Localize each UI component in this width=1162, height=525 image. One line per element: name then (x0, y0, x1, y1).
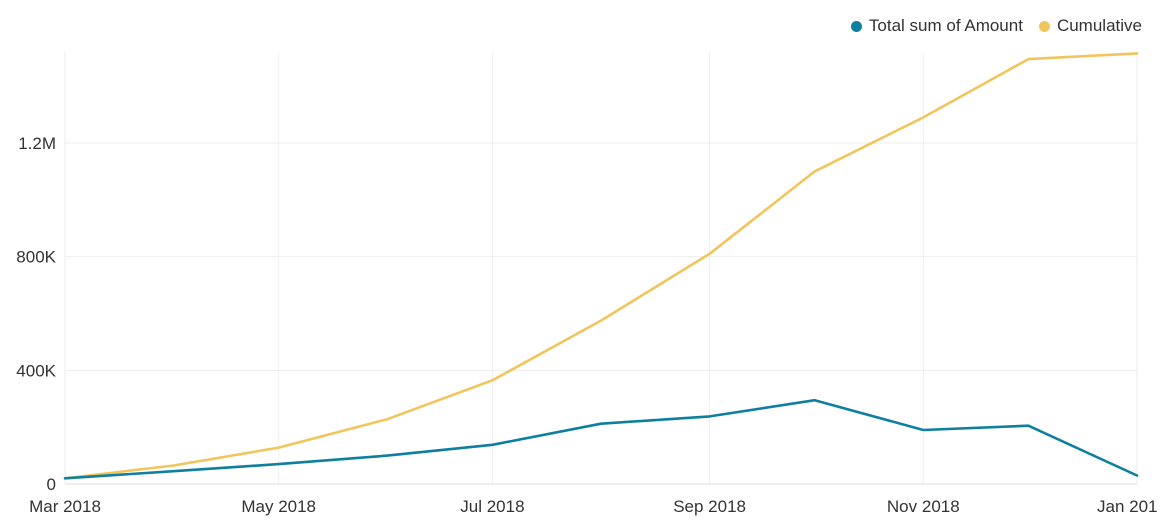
x-tick-label: May 2018 (241, 497, 316, 516)
legend-label-cumulative: Cumulative (1056, 16, 1142, 35)
chart-legend: Total sum of Amount Cumulative (850, 16, 1142, 36)
x-tick-label: Jan 201 (1097, 497, 1158, 516)
legend-swatch-cumulative (1038, 20, 1050, 32)
y-tick-label: 400K (16, 361, 56, 380)
legend-label-total-sum: Total sum of Amount (868, 16, 1023, 35)
y-tick-label: 1.2M (18, 134, 56, 153)
x-tick-label: Sep 2018 (673, 497, 746, 516)
x-tick-label: Mar 2018 (29, 497, 101, 516)
x-tick-label: Jul 2018 (460, 497, 524, 516)
y-tick-label: 0 (47, 475, 56, 494)
series-line-total-sum (63, 398, 1139, 480)
y-tick-label: 800K (16, 248, 56, 267)
series-line-cumulative (63, 52, 1139, 480)
legend-swatch-total-sum (850, 20, 862, 32)
x-tick-label: Nov 2018 (887, 497, 960, 516)
legend-item-cumulative[interactable]: Cumulative (1038, 16, 1142, 36)
legend-item-total-sum[interactable]: Total sum of Amount (850, 16, 1023, 36)
